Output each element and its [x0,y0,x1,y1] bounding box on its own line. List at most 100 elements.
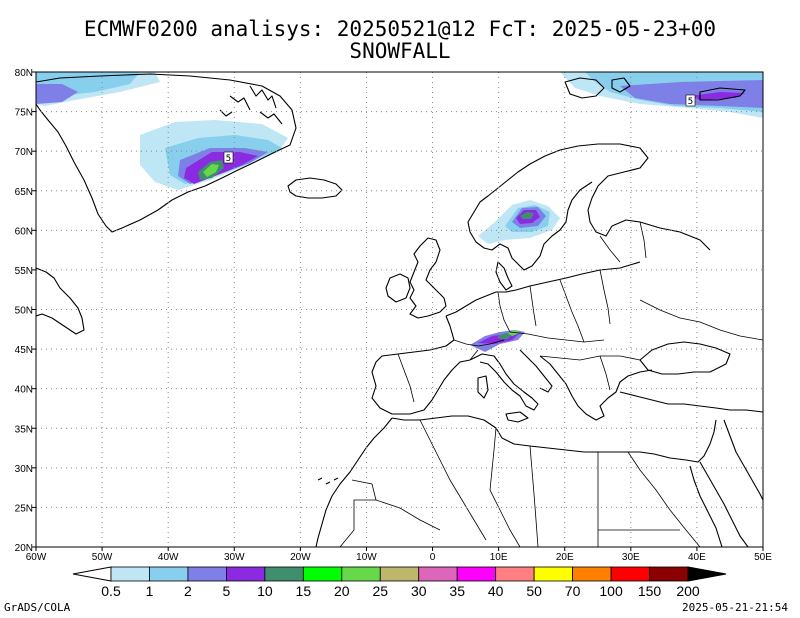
colorbar-level-label: 70 [565,583,581,599]
colorbar-swatch [495,566,535,582]
map-title: ECMWF0200 analisys: 20250521@12 FcT: 202… [83,17,717,41]
svalbard-coast [564,77,631,99]
ireland-coast [385,273,411,303]
map-subtitle: SNOWFALL [349,39,451,63]
lon-label: 40E [688,552,706,563]
lon-label: 50E [754,552,772,563]
coastlines [36,73,763,547]
colorbar-swatch [341,566,381,582]
map-plot-area: 5 5 [36,72,763,547]
italy-coast [469,353,539,411]
credit-text: GrADS/COLA [4,601,71,614]
africa-north-coast [391,415,628,453]
lat-label: 25N [15,503,33,514]
colorbar-level-label: 5 [223,583,231,599]
sicily-coast [505,411,529,423]
lat-label: 30N [15,464,33,475]
colorbar-swatch [418,566,458,582]
colorbar-swatch [302,566,343,582]
colorbar-swatch [379,566,420,582]
scandinavia-south-coast [469,181,593,271]
africa-west-coast [315,417,393,547]
lat-label: 50N [15,306,33,317]
lat-label: 55N [15,266,33,277]
sardinia-coast [477,375,489,399]
colorbar-level-label: 1 [146,583,154,599]
colorbar-level-label: 35 [449,583,465,599]
colorbar-level-label: 150 [638,583,662,599]
lat-label: 40N [15,385,33,396]
colorbar-level-label: 2 [184,583,192,599]
colorbar-level-label: 0.5 [101,583,121,599]
colorbar-level-label: 100 [599,583,623,599]
arabia-coast [723,419,763,501]
colorbar-level-label: 200 [676,583,700,599]
snow-shade-green [508,330,520,336]
lon-label: 0 [430,552,436,563]
lat-label: 45N [15,345,33,356]
lon-label: 30W [224,552,245,563]
lat-label: 80N [15,68,33,79]
europe-north-coast [445,261,641,317]
lon-label: 20E [556,552,574,563]
lon-label: 10E [490,552,508,563]
greenland-coast [36,73,297,233]
balkan-coast [539,355,653,421]
contour-label-greenland: 5 [226,154,231,164]
lat-label: 75N [15,108,33,119]
levant-coast [628,419,717,463]
red-sea-coast [689,461,749,547]
lat-label: 20N [15,543,33,554]
latitude-labels: 80N 75N 70N 65N 60N 55N 50N 45N 40N 35N 30N 25N 20N [15,68,36,554]
colorbar-low-arrow [72,566,112,582]
greenland-coast-detail [219,85,283,125]
colorbar-swatch [149,566,189,582]
colorbar-swatch [187,566,227,582]
uk-coast [409,237,447,319]
snowfall-field [36,72,763,352]
graticule [36,72,763,547]
lat-label: 70N [15,147,33,158]
denmark-coast [495,261,513,291]
contour-labels: 5 5 [223,94,696,164]
snow-shade-green [203,164,219,177]
colorbar-labels: 0.5 1 2 5 10 15 20 25 30 35 40 50 70 100 150 200 [101,583,700,599]
colorbar-swatch [533,566,574,582]
lon-label: 30E [622,552,640,563]
turkey-coast [619,391,763,413]
lat-label: 65N [15,187,33,198]
italy-east-coast [519,349,553,393]
lon-label: 20W [290,552,311,563]
canada-coast [36,267,85,335]
colorbar-swatch [225,566,266,582]
canary-islands [317,477,339,485]
lon-label: 60W [26,552,47,563]
colorbar-level-label: 20 [334,583,350,599]
colorbar-swatch [572,566,612,582]
timestamp: 2025-05-21-21:54 [682,601,788,614]
scandinavia-coast [467,143,711,251]
colorbar-swatch [264,566,304,582]
snow-shade-blue [620,80,763,108]
colorbar-level-label: 30 [411,583,427,599]
black-sea-coast [639,341,731,375]
novaya-zemlya-coast [699,87,746,101]
colorbar-swatch [456,566,497,582]
contour-label-arctic: 5 [688,97,693,107]
colorbar-swatch [649,566,689,582]
country-borders [339,221,763,547]
colorbar-swatch [110,566,150,582]
iberia-coast [371,315,471,415]
colorbar [72,566,727,582]
colorbar-swatch [610,566,650,582]
colorbar-level-label: 15 [296,583,312,599]
snow-shade-blue [36,84,78,104]
lat-label: 35N [15,424,33,435]
colorbar-level-label: 40 [488,583,504,599]
snow-shade-darkgreen [498,333,512,339]
colorbar-high-arrow [687,566,727,582]
snow-shade-darkgreen [520,212,534,219]
lon-label: 50W [92,552,113,563]
longitude-labels: 60W 50W 40W 30W 20W 10W 0 10E 20E 30E 40E 50E [26,547,772,563]
